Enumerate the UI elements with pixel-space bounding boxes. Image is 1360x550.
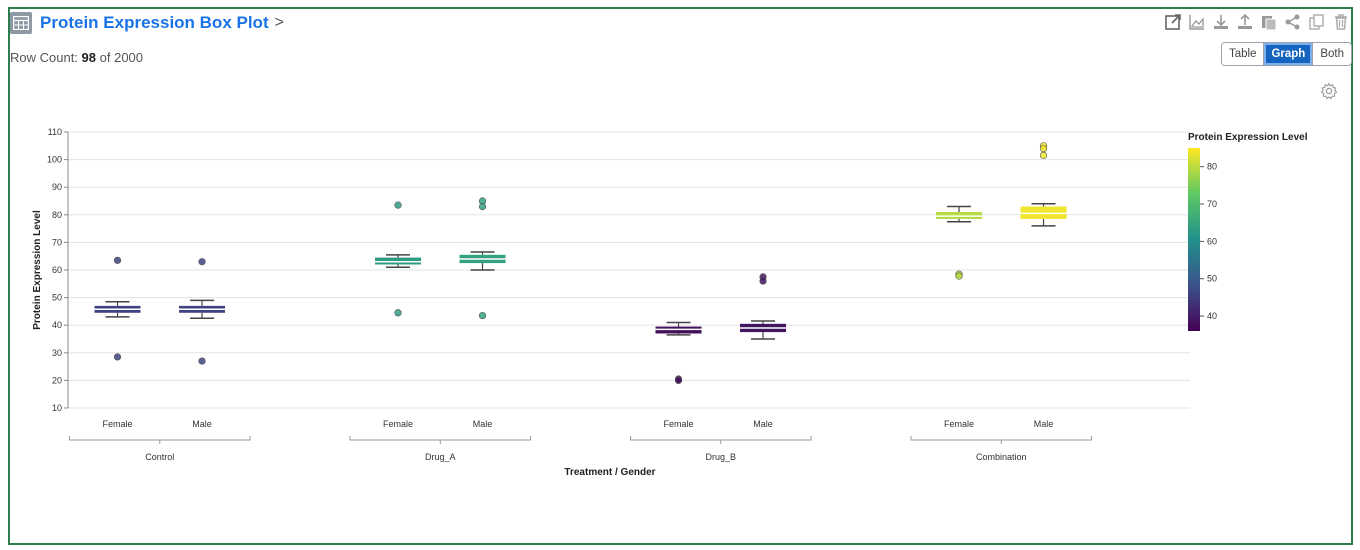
outlier-point[interactable] bbox=[198, 357, 206, 365]
y-tick-label: 60 bbox=[52, 265, 62, 275]
y-tick-label: 90 bbox=[52, 182, 62, 192]
grid-lines bbox=[68, 131, 1190, 409]
legend-gradient bbox=[1188, 148, 1200, 331]
legend-tick-label: 80 bbox=[1207, 162, 1217, 172]
outlier-point[interactable] bbox=[674, 376, 683, 385]
outlier-point[interactable] bbox=[478, 311, 487, 320]
toolbar bbox=[1164, 13, 1350, 31]
y-tick-label: 20 bbox=[52, 375, 62, 385]
view-graph-button[interactable]: Graph bbox=[1264, 43, 1314, 65]
box-drug_a-female[interactable] bbox=[375, 201, 422, 317]
outlier-point[interactable] bbox=[1039, 144, 1048, 153]
legend-tick-label: 70 bbox=[1207, 199, 1217, 209]
y-axis-title: Protein Expression Level bbox=[32, 210, 43, 330]
outlier-point[interactable] bbox=[198, 258, 206, 266]
outlier-point[interactable] bbox=[1039, 151, 1048, 160]
view-table-button[interactable]: Table bbox=[1221, 43, 1265, 65]
copy-to-clipboard-icon[interactable] bbox=[1260, 13, 1278, 31]
y-tick-label: 110 bbox=[48, 127, 62, 137]
group-label: Drug_B bbox=[706, 452, 737, 462]
x-tick-label: Male bbox=[473, 419, 493, 429]
y-tick-label: 70 bbox=[52, 237, 62, 247]
legend-tick-label: 60 bbox=[1207, 236, 1217, 246]
y-axis: 10 20 30 40 50 60 70 80 90 100 110 bbox=[47, 127, 69, 413]
group-bracket bbox=[630, 436, 812, 441]
outlier-point[interactable] bbox=[955, 272, 963, 280]
x-axis-title: Treatment / Gender bbox=[564, 467, 655, 478]
x-tick-label: Female bbox=[664, 419, 694, 429]
x-tick-label: Female bbox=[103, 419, 133, 429]
outlier-point[interactable] bbox=[394, 309, 402, 317]
legend-title: Protein Expression Level bbox=[1188, 132, 1308, 143]
view-both-button[interactable]: Both bbox=[1313, 43, 1351, 65]
color-legend: Protein Expression Level 40 50 60 70 80 bbox=[1188, 132, 1308, 331]
outlier-point[interactable] bbox=[478, 202, 487, 211]
outlier-point[interactable] bbox=[759, 277, 767, 285]
box-control-female[interactable] bbox=[94, 256, 141, 361]
view-toggle: Table Graph Both bbox=[1220, 42, 1352, 66]
share-icon[interactable] bbox=[1284, 13, 1302, 31]
y-tick-label: 100 bbox=[47, 155, 62, 165]
x-tick-label: Male bbox=[1034, 419, 1054, 429]
trash-icon[interactable] bbox=[1332, 13, 1350, 31]
box-combination-male[interactable] bbox=[1020, 142, 1067, 227]
legend-tick-label: 50 bbox=[1207, 274, 1217, 284]
table-icon bbox=[10, 12, 32, 34]
boxes bbox=[94, 142, 1067, 385]
open-in-new-icon[interactable] bbox=[1164, 13, 1182, 31]
group-label: Control bbox=[145, 452, 174, 462]
outlier-point[interactable] bbox=[113, 256, 122, 264]
box-control-male[interactable] bbox=[179, 258, 226, 365]
panel-header: Protein Expression Box Plot > bbox=[10, 12, 284, 34]
group-bracket bbox=[349, 436, 532, 441]
x-tick-label: Male bbox=[753, 419, 773, 429]
y-tick-label: 40 bbox=[52, 320, 62, 330]
y-tick-label: 80 bbox=[52, 210, 62, 220]
x-axis: Female Male Control Female Male Drug_A Female M… bbox=[69, 419, 1093, 462]
upload-icon[interactable] bbox=[1236, 13, 1254, 31]
outlier-point[interactable] bbox=[394, 201, 402, 209]
row-count-value: 98 bbox=[81, 50, 97, 65]
legend-tick-label: 40 bbox=[1207, 311, 1217, 321]
y-tick-label: 50 bbox=[52, 293, 62, 303]
panel-title-link[interactable]: Protein Expression Box Plot bbox=[40, 13, 269, 32]
x-tick-label: Female bbox=[944, 419, 974, 429]
x-tick-label: Female bbox=[383, 419, 413, 429]
box-plot-chart: 10 20 30 40 50 60 70 80 90 100 110 Female Male Contr… bbox=[32, 127, 1308, 478]
chevron-right-icon[interactable]: > bbox=[274, 14, 284, 31]
y-tick-label: 10 bbox=[52, 403, 62, 413]
row-count-total: of 2000 bbox=[99, 50, 144, 65]
gear-icon[interactable] bbox=[1320, 82, 1338, 100]
chart-panel bbox=[8, 7, 1353, 545]
group-label: Drug_A bbox=[425, 452, 456, 462]
download-icon[interactable] bbox=[1212, 13, 1230, 31]
group-label: Combination bbox=[976, 452, 1027, 462]
outlier-point[interactable] bbox=[113, 353, 122, 361]
x-tick-label: Male bbox=[192, 419, 212, 429]
row-count-label: Row Count: bbox=[10, 50, 78, 65]
box-drug_a-male[interactable] bbox=[459, 197, 506, 320]
row-count: Row Count: 98 of 2000 bbox=[10, 50, 143, 65]
box-drug_b-male[interactable] bbox=[740, 273, 787, 340]
duplicate-icon[interactable] bbox=[1308, 13, 1326, 31]
box-combination-female[interactable] bbox=[936, 205, 983, 280]
group-bracket bbox=[910, 436, 1093, 441]
area-chart-icon[interactable] bbox=[1188, 13, 1206, 31]
box-drug_b-female[interactable] bbox=[655, 321, 702, 385]
group-bracket bbox=[69, 436, 251, 441]
y-tick-label: 30 bbox=[52, 348, 62, 358]
